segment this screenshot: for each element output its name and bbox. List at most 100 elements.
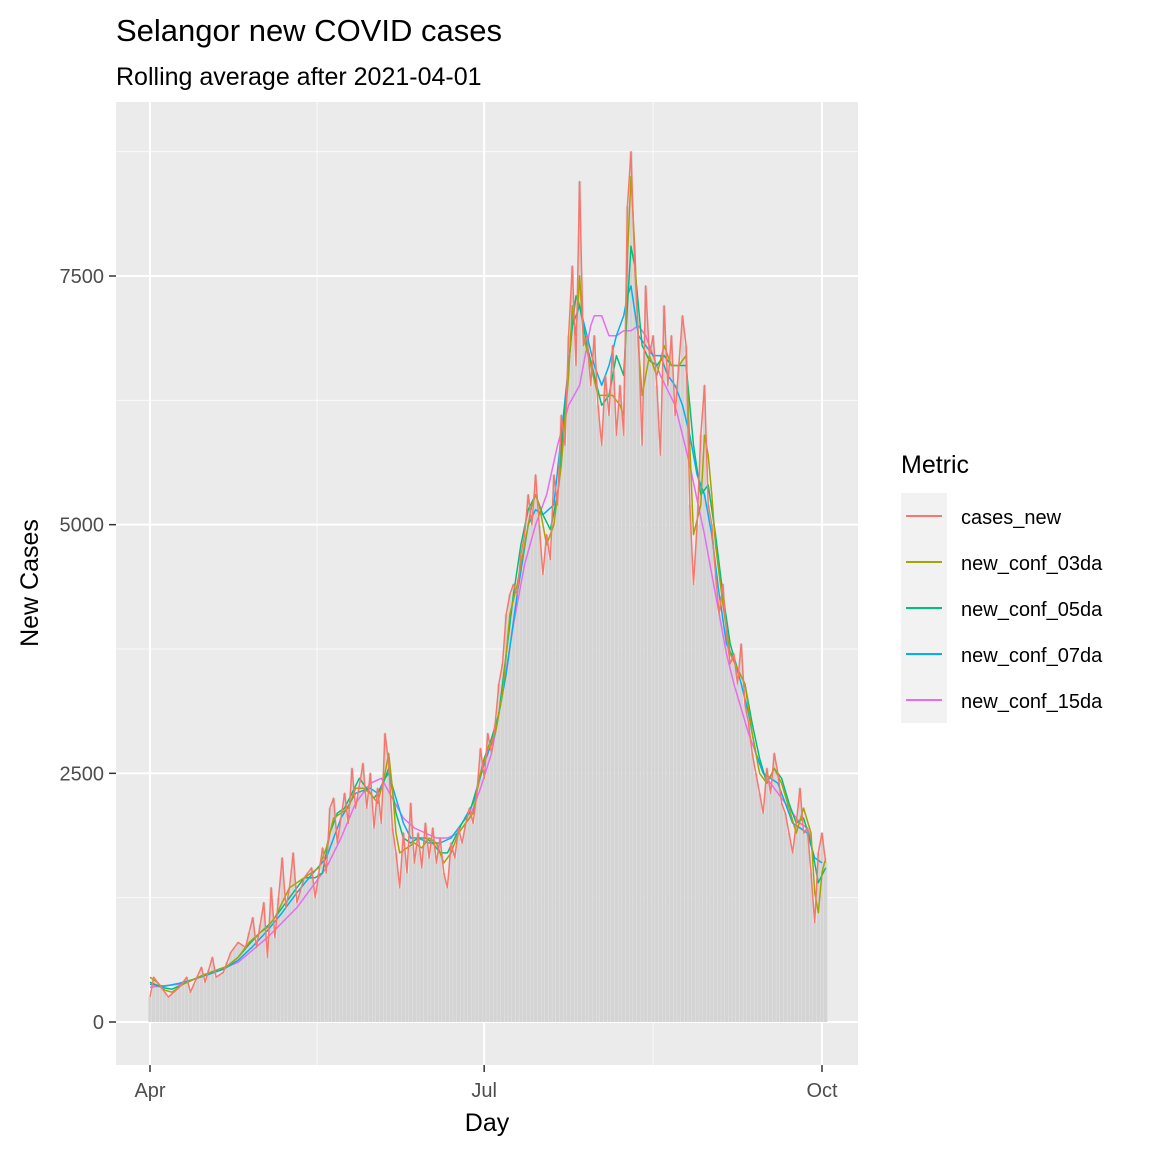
- bar: [743, 703, 747, 1022]
- bar: [600, 445, 604, 1022]
- bar: [816, 852, 820, 1022]
- bar: [647, 355, 652, 1022]
- bar: [236, 942, 240, 1022]
- legend-label: new_conf_15da: [961, 691, 1103, 713]
- bar: [313, 897, 317, 1022]
- bar: [813, 922, 817, 1022]
- bar: [298, 890, 303, 1022]
- bar: [247, 932, 251, 1022]
- bar: [636, 335, 641, 1022]
- bar: [280, 857, 284, 1022]
- bar: [475, 793, 479, 1022]
- bar: [265, 957, 270, 1022]
- bar: [456, 828, 461, 1022]
- bar: [640, 445, 644, 1022]
- series-line-cases_new: [149, 150, 827, 998]
- bar: [790, 852, 795, 1022]
- legend-items: cases_new new_conf_03da new_conf_05da new_c…: [901, 493, 1103, 723]
- y-axis-label: New Cases: [16, 519, 44, 647]
- bar: [317, 872, 321, 1022]
- lines-layer: [149, 150, 827, 998]
- x-tick-label: Apr: [134, 1080, 165, 1102]
- bar: [633, 266, 637, 1022]
- bar: [735, 683, 740, 1022]
- bar: [390, 828, 395, 1022]
- x-axis-label: Day: [465, 1109, 510, 1137]
- bar: [471, 823, 475, 1022]
- bar: [331, 798, 336, 1022]
- bar: [768, 793, 773, 1022]
- bar: [724, 634, 729, 1022]
- bar: [820, 833, 824, 1022]
- bar: [688, 504, 692, 1023]
- bar: [346, 823, 350, 1022]
- bar: [262, 902, 266, 1022]
- bar: [401, 833, 406, 1022]
- y-tick-label: 2500: [60, 763, 105, 785]
- bar: [405, 872, 409, 1022]
- bar: [824, 862, 828, 1022]
- y-tick-label: 7500: [60, 266, 105, 288]
- bar: [368, 773, 372, 1022]
- bar: [566, 335, 571, 1022]
- bar: [644, 285, 648, 1022]
- bar: [497, 683, 501, 1022]
- bar: [449, 842, 453, 1022]
- bar: [754, 773, 758, 1022]
- legend-label: new_conf_07da: [961, 645, 1103, 667]
- bar: [541, 574, 545, 1022]
- y-tick-label: 0: [93, 1012, 104, 1034]
- bar: [607, 415, 611, 1023]
- bar: [666, 385, 670, 1022]
- bar: [515, 594, 519, 1022]
- bars-layer: [148, 151, 828, 1023]
- bar: [710, 524, 714, 1022]
- legend: Metric cases_new new_conf_03da new_conf_05…: [901, 451, 1103, 723]
- bar: [577, 181, 582, 1023]
- bar: [519, 554, 523, 1022]
- x-tick-label: Oct: [806, 1080, 838, 1102]
- bar: [717, 614, 721, 1022]
- bar: [658, 455, 663, 1022]
- bar: [508, 594, 512, 1022]
- bar: [596, 405, 600, 1023]
- bar: [530, 524, 534, 1022]
- bar: [589, 385, 593, 1022]
- bar: [533, 474, 538, 1022]
- bar: [309, 867, 314, 1022]
- bar: [464, 823, 468, 1022]
- bar: [166, 997, 171, 1022]
- bar: [809, 872, 813, 1022]
- bar: [695, 524, 699, 1022]
- bar: [335, 842, 339, 1022]
- bar: [592, 335, 596, 1022]
- bar: [559, 415, 563, 1023]
- bar: [207, 969, 211, 1022]
- bar: [504, 614, 508, 1022]
- bar: [445, 887, 450, 1022]
- series-line-new_conf_15da: [149, 315, 812, 988]
- bar: [254, 947, 259, 1022]
- bar: [240, 944, 244, 1022]
- bar: [177, 987, 182, 1022]
- bar: [218, 974, 222, 1022]
- bar: [295, 902, 299, 1022]
- bar: [511, 584, 516, 1022]
- bar: [746, 723, 751, 1022]
- bar: [500, 663, 505, 1022]
- bar: [757, 793, 762, 1022]
- bar: [155, 982, 159, 1022]
- bar: [199, 967, 204, 1022]
- bar: [416, 833, 420, 1022]
- bar: [721, 584, 725, 1022]
- bar: [320, 847, 325, 1022]
- bar: [174, 990, 178, 1022]
- bar: [794, 823, 798, 1022]
- bar: [203, 982, 207, 1022]
- bar: [614, 435, 619, 1022]
- bar: [699, 435, 703, 1022]
- bar: [159, 987, 163, 1022]
- bar: [611, 345, 615, 1022]
